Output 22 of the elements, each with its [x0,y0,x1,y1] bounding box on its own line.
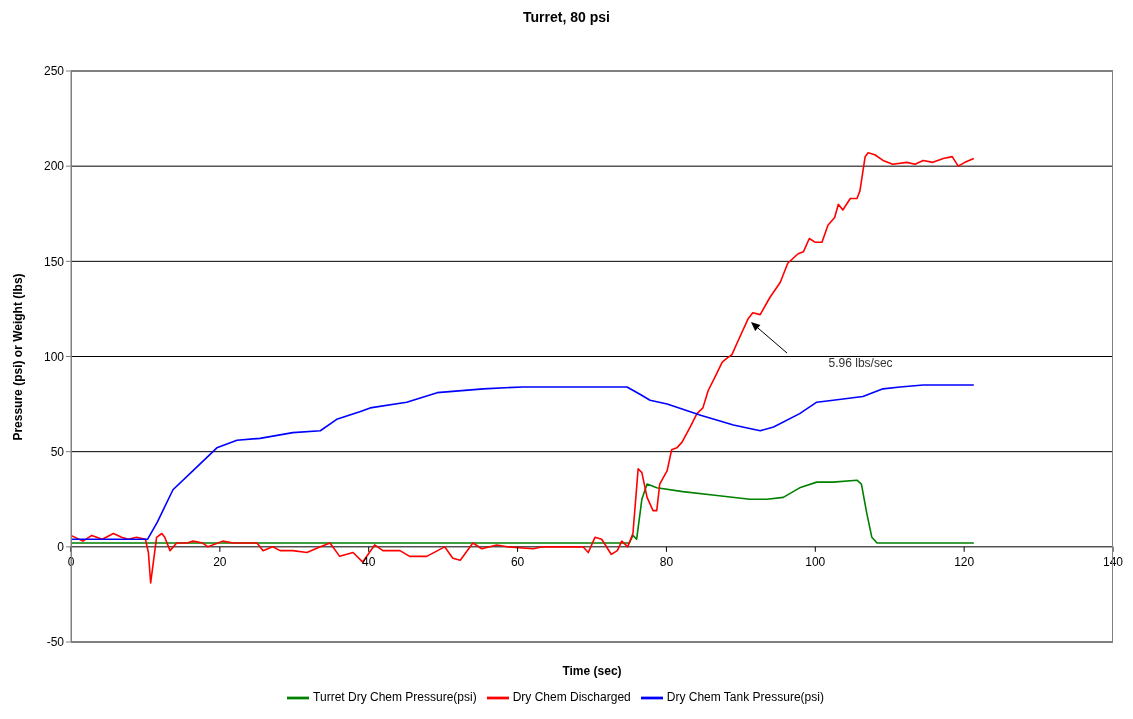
chart-title: Turret, 80 psi [522,9,611,25]
x-tick-label: 100 [805,554,826,569]
x-tick-label: 60 [510,554,525,569]
y-axis-title: Pressure (psi) or Weight (lbs) [11,272,25,441]
y-tick-label: 250 [43,64,65,79]
y-tick-label: 100 [43,349,65,364]
y-tick-label: -50 [46,635,65,650]
line-series [71,384,975,541]
x-tick-label: 20 [213,554,227,569]
x-tick-label: 40 [362,554,376,569]
y-tick-label: 150 [43,254,65,269]
y-tick-label: 0 [57,540,65,555]
y-tick-label: 200 [43,159,65,174]
legend-label: Dry Chem Discharged [512,690,631,705]
x-tick-label: 120 [954,554,975,569]
legend-label: Dry Chem Tank Pressure(psi) [666,690,824,705]
line-series [71,479,975,544]
annotation: 5.96 lbs/sec [828,355,893,370]
legend-label: Turret Dry Chem Pressure(psi) [313,690,477,705]
x-axis-title: Time (sec) [561,664,623,678]
x-tick-label: 80 [659,554,674,569]
y-tick-label: 50 [50,444,65,459]
